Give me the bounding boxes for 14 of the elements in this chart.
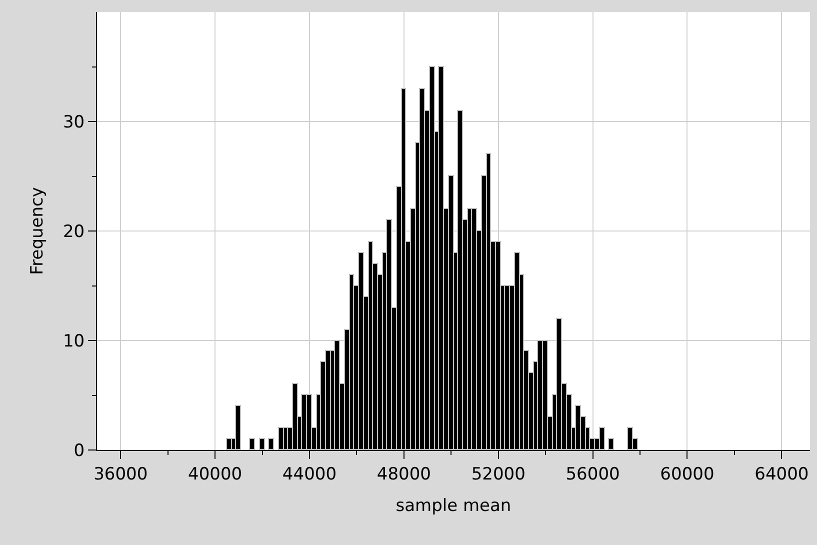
y-tick-label: 20 [62, 222, 85, 242]
x-tick-label: 60000 [660, 464, 714, 484]
y-axis-title: Frequency [28, 187, 48, 275]
x-tick-label: 64000 [754, 464, 809, 484]
x-tick-label: 44000 [282, 464, 337, 484]
x-tick-label: 40000 [188, 464, 242, 484]
y-tick-label: 30 [62, 112, 85, 132]
x-tick-label: 48000 [376, 464, 431, 484]
y-tick-label: 10 [62, 331, 85, 352]
x-tick-label: 36000 [94, 464, 148, 484]
x-axis-title: sample mean [396, 496, 512, 516]
x-tick-label: 52000 [471, 464, 526, 484]
x-tick-label: 56000 [566, 464, 620, 484]
y-tick-label: 0 [74, 440, 85, 461]
